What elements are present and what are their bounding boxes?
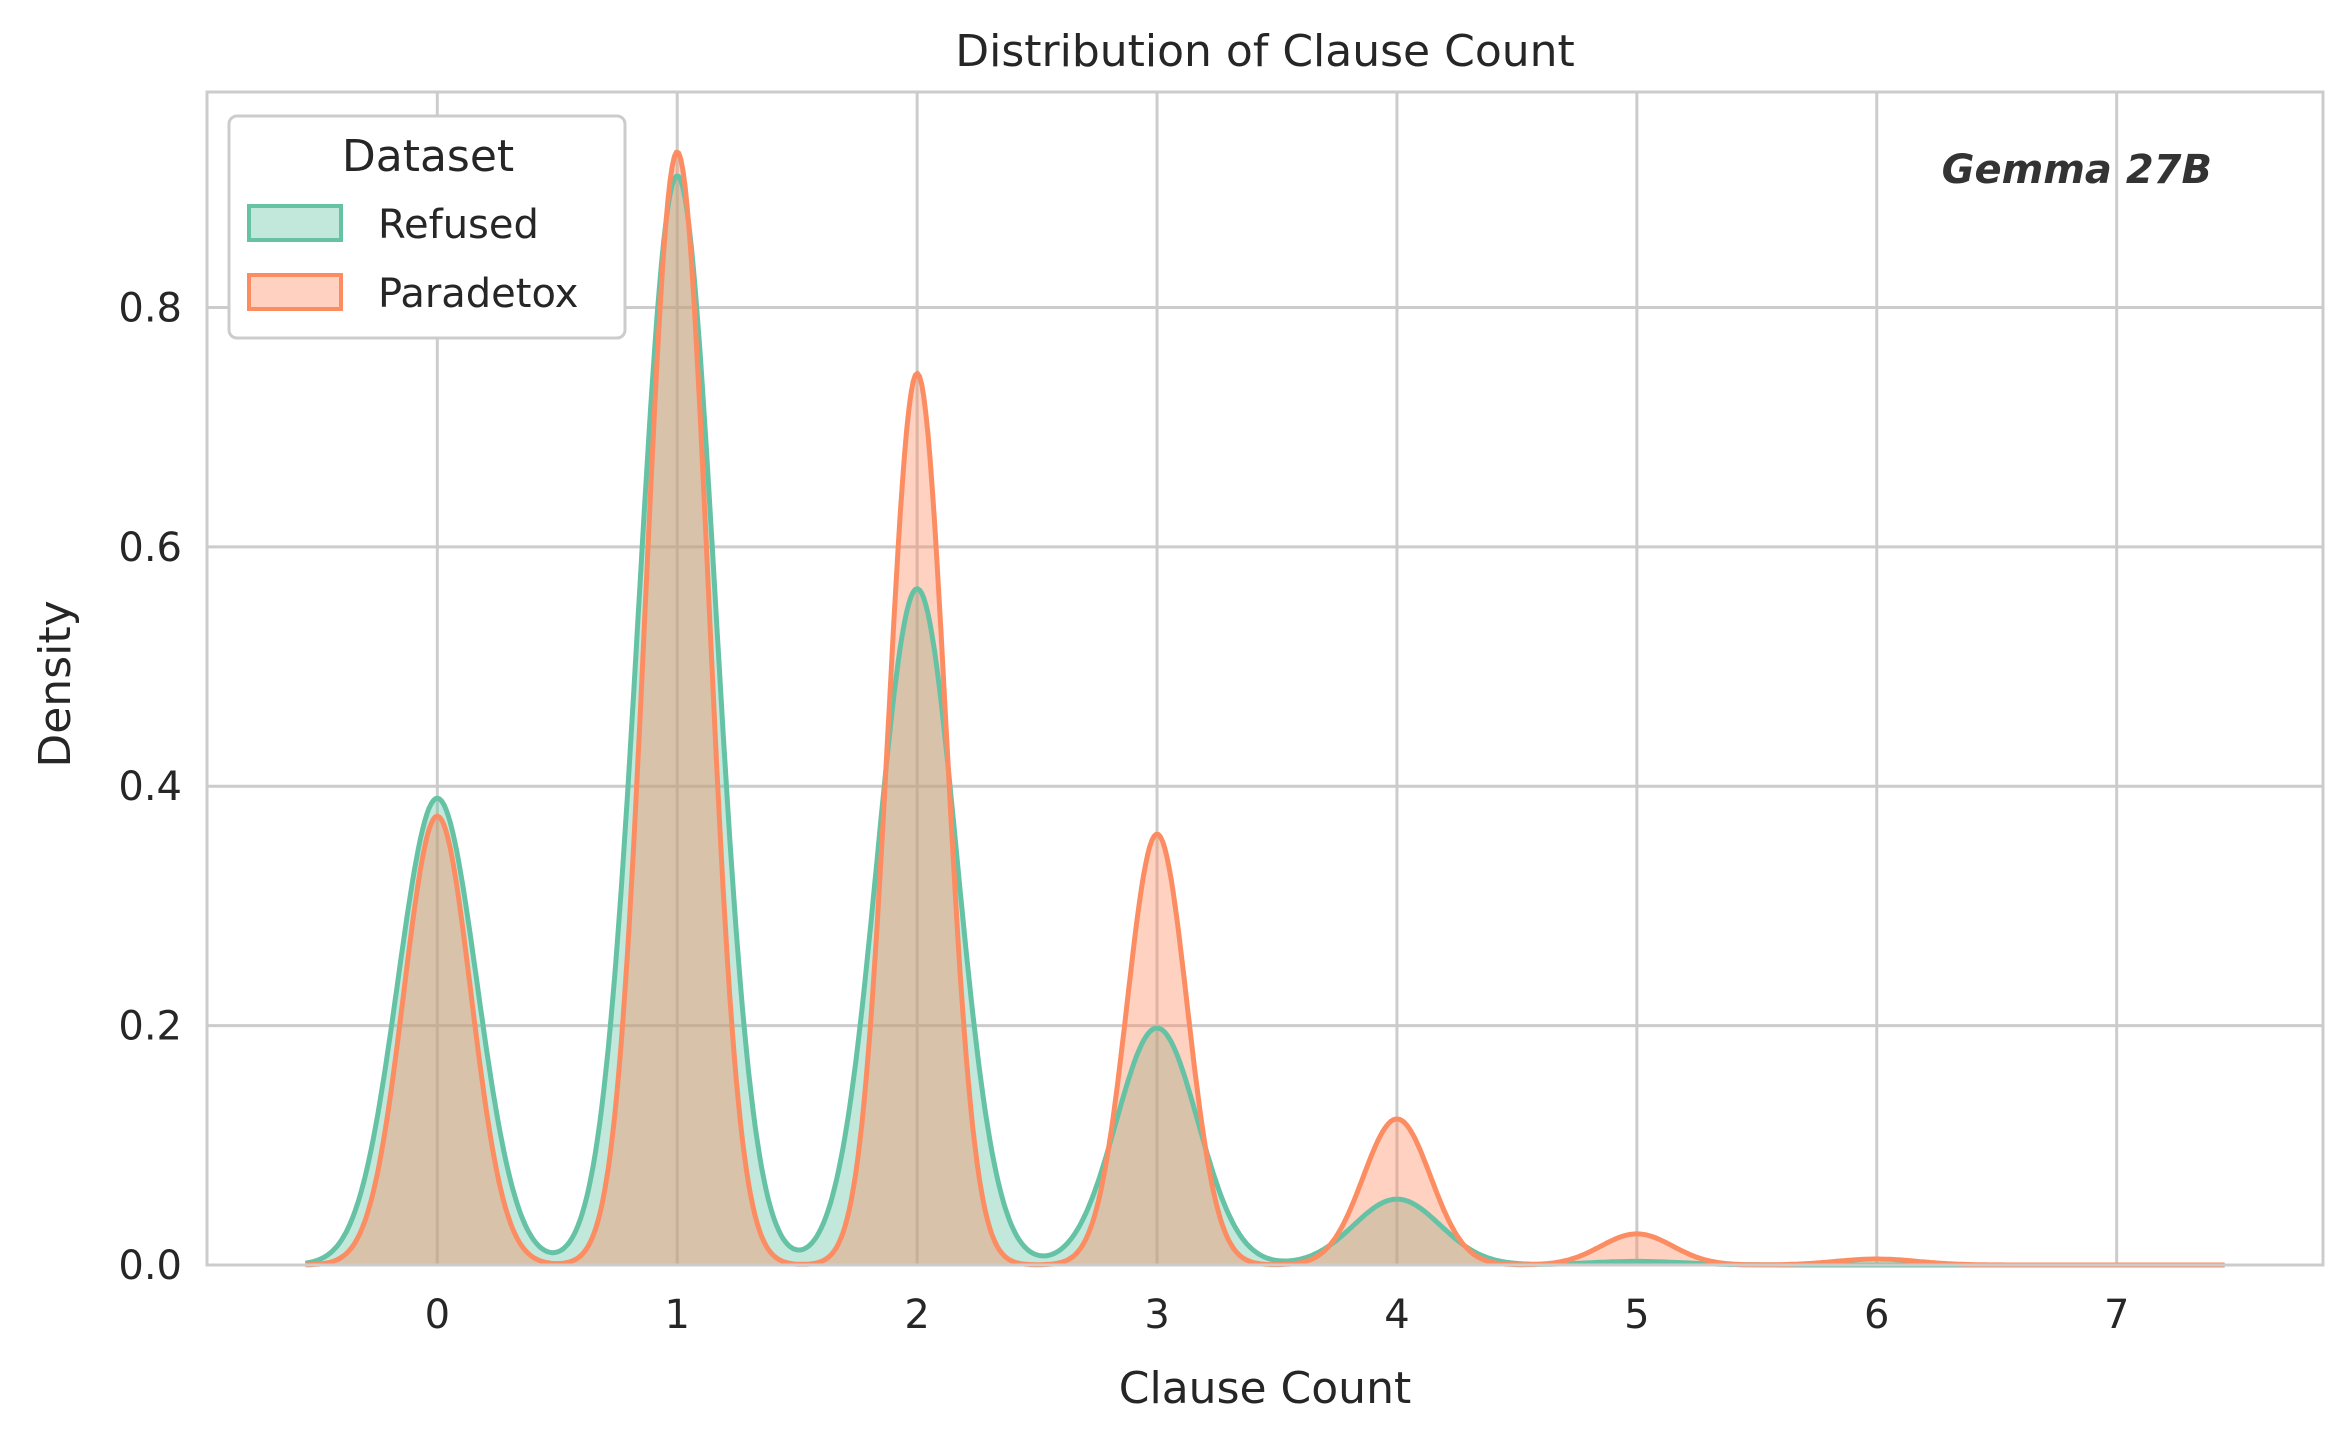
y-tick-label-1: 0.2 [118, 1004, 182, 1050]
legend-box [227, 114, 627, 340]
x-tick-labels: 0 1 2 3 4 5 6 7 [425, 1292, 2130, 1338]
x-tick-label-0: 0 [425, 1292, 450, 1338]
x-tick-label-2: 2 [904, 1292, 929, 1338]
series-fill-paradetox [305, 152, 2225, 1266]
legend-swatch-paradetox [247, 273, 343, 311]
x-tick-label-7: 7 [2104, 1292, 2129, 1338]
x-tick-label-5: 5 [1624, 1292, 1649, 1338]
y-tick-label-0: 0.0 [118, 1243, 182, 1289]
legend-label-paradetox: Paradetox [378, 271, 578, 317]
plot-frame [205, 90, 2325, 1267]
model-annotation: Gemma 27B [1942, 147, 2212, 193]
x-axis-label: Clause Count [1119, 1363, 1411, 1414]
legend: Dataset Refused Paradetox [227, 114, 627, 340]
chart-title: Distribution of Clause Count [955, 26, 1575, 77]
x-tick-label-3: 3 [1144, 1292, 1169, 1338]
x-tick-label-6: 6 [1864, 1292, 1889, 1338]
series-fills [305, 152, 2225, 1266]
x-tick-label-1: 1 [664, 1292, 689, 1338]
y-tick-label-3: 0.6 [118, 525, 182, 571]
y-tick-label-4: 0.8 [118, 285, 182, 331]
legend-swatch-refused [247, 204, 343, 242]
legend-title: Dataset [342, 131, 514, 182]
x-tick-label-4: 4 [1384, 1292, 1409, 1338]
y-axis-label: Density [30, 600, 81, 767]
y-tick-labels: 0.0 0.2 0.4 0.6 0.8 [118, 285, 182, 1289]
series-fill-refused [305, 176, 2225, 1265]
y-tick-label-2: 0.4 [118, 764, 182, 810]
legend-label-refused: Refused [378, 202, 539, 248]
